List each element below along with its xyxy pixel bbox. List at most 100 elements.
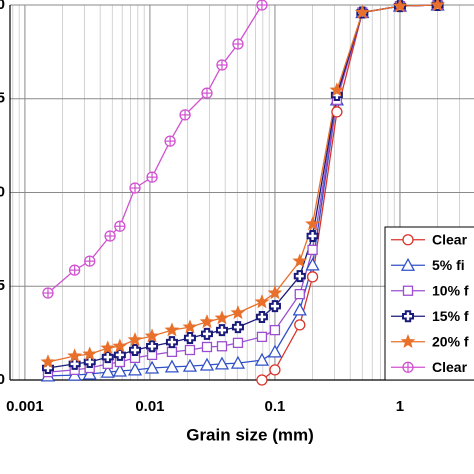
marker	[306, 271, 319, 283]
marker	[267, 285, 283, 300]
marker	[127, 332, 143, 347]
marker	[294, 319, 306, 331]
series-line	[47, 4, 438, 373]
legend-label: Clear	[432, 231, 468, 247]
marker	[199, 314, 215, 329]
marker	[112, 338, 128, 353]
marker	[146, 171, 158, 183]
marker	[230, 355, 246, 369]
marker	[305, 216, 320, 231]
marker	[329, 82, 345, 97]
marker	[215, 324, 228, 337]
x-tick-label: 0.01	[135, 398, 164, 415]
marker	[305, 257, 320, 271]
marker	[129, 344, 142, 356]
x-tick-label: 0.1	[265, 398, 286, 415]
y-tick-label: 100	[0, 0, 5, 13]
marker	[201, 87, 213, 99]
marker	[82, 366, 97, 380]
series-line	[47, 4, 263, 294]
y-tick-label: 50	[0, 183, 5, 200]
marker	[114, 220, 126, 232]
marker	[292, 302, 307, 316]
marker	[113, 348, 126, 361]
marker	[67, 348, 83, 363]
marker	[146, 340, 159, 353]
marker	[182, 319, 198, 334]
marker	[214, 310, 230, 325]
marker	[230, 305, 246, 320]
marker	[164, 135, 176, 147]
marker	[68, 357, 81, 370]
marker	[232, 38, 244, 50]
marker	[430, 0, 446, 12]
marker	[166, 346, 178, 358]
marker	[40, 354, 56, 369]
marker	[214, 356, 230, 370]
marker	[294, 288, 305, 300]
marker	[144, 328, 160, 343]
marker	[129, 182, 141, 194]
marker	[269, 364, 281, 376]
y-tick-label: 0	[0, 371, 5, 388]
marker	[256, 331, 268, 343]
marker	[216, 341, 228, 352]
marker	[402, 234, 414, 246]
series-line	[47, 4, 438, 363]
marker	[267, 344, 283, 358]
marker	[392, 0, 408, 13]
marker	[165, 336, 178, 349]
x-tick-label: 0.001	[6, 398, 44, 415]
marker	[100, 364, 115, 378]
marker	[400, 333, 416, 349]
marker	[164, 322, 180, 337]
legend-label: Clear	[432, 359, 468, 375]
marker	[256, 0, 268, 11]
marker	[293, 270, 306, 283]
marker	[402, 310, 414, 323]
x-tick-label: 1	[396, 398, 404, 415]
marker	[216, 59, 228, 71]
marker	[268, 300, 281, 313]
series-line	[47, 4, 438, 369]
marker	[331, 106, 343, 118]
legend-label: 20% f	[432, 333, 469, 349]
marker	[292, 253, 308, 268]
marker	[184, 344, 196, 356]
legend-label: 5% fi	[432, 257, 465, 273]
marker	[307, 244, 318, 256]
marker	[256, 374, 268, 386]
marker	[182, 358, 198, 372]
marker	[232, 337, 244, 349]
marker	[42, 287, 54, 299]
marker	[199, 357, 215, 371]
x-axis-label: Grain size (mm)	[186, 425, 314, 444]
marker	[306, 230, 319, 242]
marker	[183, 332, 196, 344]
marker	[402, 285, 414, 296]
marker	[255, 311, 268, 323]
marker	[112, 363, 127, 377]
legend-box	[384, 226, 474, 381]
marker	[84, 255, 96, 267]
marker	[354, 4, 370, 19]
series-line	[47, 4, 438, 377]
marker	[127, 362, 143, 376]
marker	[201, 341, 213, 353]
marker	[83, 356, 96, 368]
marker	[164, 359, 180, 373]
marker	[400, 257, 416, 271]
legend-label: 10% f	[432, 282, 469, 298]
marker	[179, 109, 191, 121]
marker	[82, 346, 98, 361]
y-tick-label: 25	[0, 277, 5, 294]
marker	[254, 352, 270, 366]
marker	[231, 321, 244, 334]
marker	[101, 351, 114, 364]
marker	[254, 294, 270, 309]
marker	[269, 324, 281, 336]
marker	[402, 361, 414, 373]
y-tick-label: 75	[0, 90, 5, 107]
